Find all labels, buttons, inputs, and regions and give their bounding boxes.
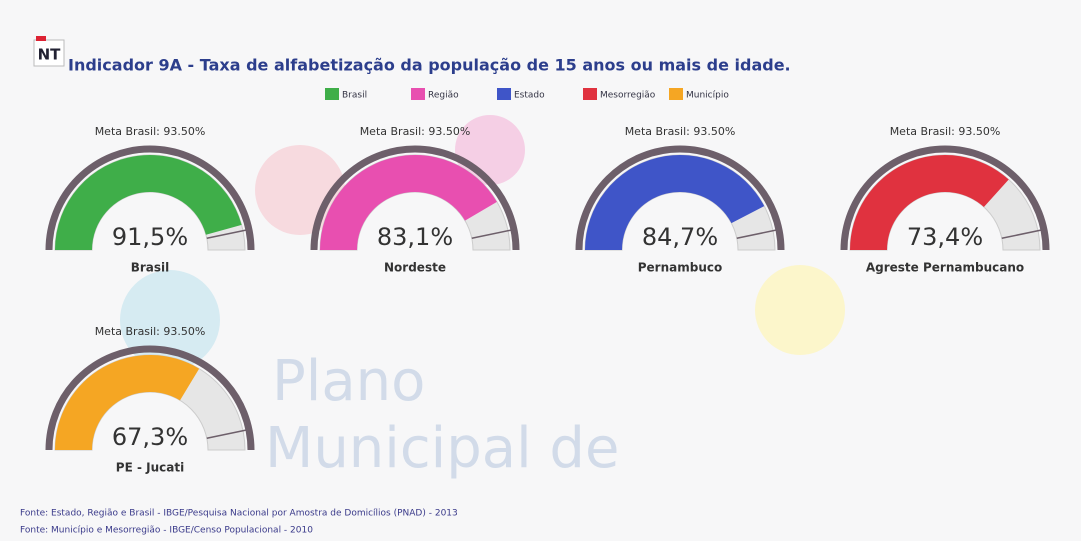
logo-box [33,39,65,67]
value-label: 91,5% [112,223,188,251]
gauge-rim [45,345,255,451]
gauge-bar [55,355,200,450]
legend-label: Brasil [342,91,367,101]
watermark: Municipal de [265,416,619,481]
value-label: 84,7% [642,223,718,251]
legend-swatch [325,88,339,100]
legend-label: Mesorregião [600,91,656,101]
legend-swatch [583,88,597,100]
gauge-rim [45,145,255,251]
gauge-bar [320,155,497,250]
gauge-rim [575,145,785,251]
target-mark [206,228,252,239]
legend-swatch [497,88,511,100]
source: Fonte: Município e Mesorregião - IBGE/Ce… [20,526,313,536]
target-mark [736,228,782,239]
target-label: Meta Brasil: 93.50% [95,325,206,338]
value-label: 73,4% [907,223,983,251]
gauge-rim [310,145,520,251]
gauge-label: Nordeste [384,261,446,275]
gauge-bar [850,154,1009,250]
target-label: Meta Brasil: 93.50% [95,125,206,138]
gauge-label: Pernambuco [638,261,723,275]
gauge-rim [840,145,1050,251]
logo: NT [38,46,62,64]
watermark: Plano [272,349,425,414]
legend-label: Estado [514,91,545,101]
legend-swatch [411,88,425,100]
legend-label: Município [686,91,729,101]
legend-label: Região [428,91,459,101]
target-label: Meta Brasil: 93.50% [360,125,471,138]
gauge-bar [585,154,765,250]
target-mark [206,428,252,439]
target-mark [1001,228,1047,239]
gauge-label: Brasil [131,261,170,275]
target-mark [471,228,517,239]
decoration [120,270,220,370]
gauge-label: PE - Jucati [116,461,184,475]
target-label: Meta Brasil: 93.50% [625,125,736,138]
target-label: Meta Brasil: 93.50% [890,125,1001,138]
decoration [755,265,845,355]
chart-title: Indicador 9A - Taxa de alfabetização da … [68,56,791,75]
logo-flag [36,36,46,41]
gauge-bar [55,154,242,250]
source: Fonte: Estado, Região e Brasil - IBGE/Pe… [20,509,458,519]
value-label: 83,1% [377,223,453,251]
gauge-label: Agreste Pernambucano [866,261,1024,275]
value-label: 67,3% [112,423,188,451]
legend-swatch [669,88,683,100]
